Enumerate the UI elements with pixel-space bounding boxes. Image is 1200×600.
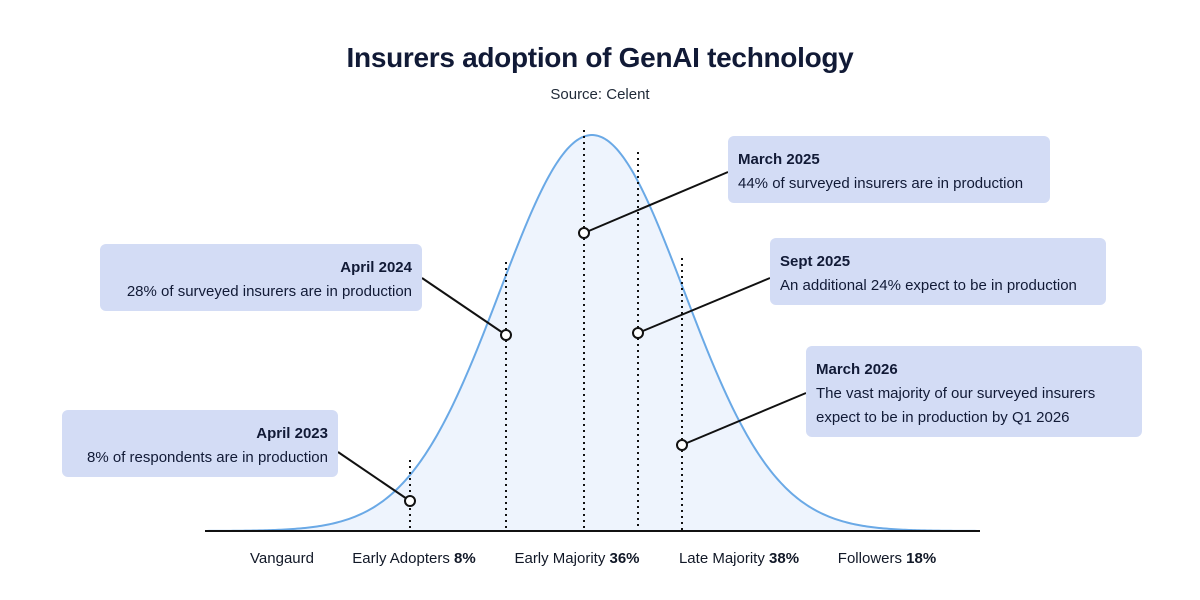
callout-text: 44% of surveyed insurers are in producti… bbox=[738, 175, 1024, 192]
connector-line-1 bbox=[337, 451, 411, 502]
connector-line-2 bbox=[421, 277, 507, 336]
segment-label-late-majority: Late Majority 38% bbox=[678, 550, 800, 567]
callout-date: Sept 2025 bbox=[780, 253, 851, 270]
callout-april-2023: April 2023 8% of respondents are in prod… bbox=[62, 410, 338, 477]
chart-title: Insurers adoption of GenAI technology bbox=[346, 42, 854, 73]
segment-label-early-adopters: Early Adopters 8% bbox=[352, 550, 476, 567]
callout-text: 28% of surveyed insurers are in producti… bbox=[126, 283, 412, 300]
callout-text: The vast majority of our surveyed insure… bbox=[816, 385, 1096, 426]
segment-label-followers: Followers 18% bbox=[837, 550, 937, 567]
callout-date: March 2025 bbox=[738, 151, 820, 168]
callout-march-2026: March 2026 The vast majority of our surv… bbox=[806, 346, 1142, 437]
callout-date: March 2026 bbox=[816, 361, 898, 378]
connector-line-4 bbox=[637, 277, 771, 334]
segment-label-early-majority: Early Majority 36% bbox=[514, 550, 640, 567]
callout-march-2025: March 2025 44% of surveyed insurers are … bbox=[728, 136, 1050, 203]
milestone-marker-4 bbox=[632, 327, 644, 339]
bell-curve-line bbox=[205, 134, 979, 532]
connector-line-5 bbox=[681, 392, 807, 446]
connector-line-3 bbox=[583, 171, 729, 234]
curve-fill bbox=[205, 135, 980, 531]
segment-label-vangaurd: Vangaurd bbox=[250, 550, 314, 567]
callout-sept-2025: Sept 2025 An additional 24% expect to be… bbox=[770, 238, 1106, 305]
chart-subtitle: Source: Celent bbox=[550, 86, 650, 103]
milestone-marker-3 bbox=[578, 227, 590, 239]
callout-april-2024: April 2024 28% of surveyed insurers are … bbox=[100, 244, 422, 311]
milestone-marker-1 bbox=[404, 495, 416, 507]
callout-text: 8% of respondents are in production bbox=[87, 449, 328, 466]
callout-date: April 2024 bbox=[340, 259, 412, 276]
milestone-marker-5 bbox=[676, 439, 688, 451]
callout-date: April 2023 bbox=[256, 425, 328, 442]
milestone-marker-2 bbox=[500, 329, 512, 341]
callout-text: An additional 24% expect to be in produc… bbox=[780, 277, 1077, 294]
